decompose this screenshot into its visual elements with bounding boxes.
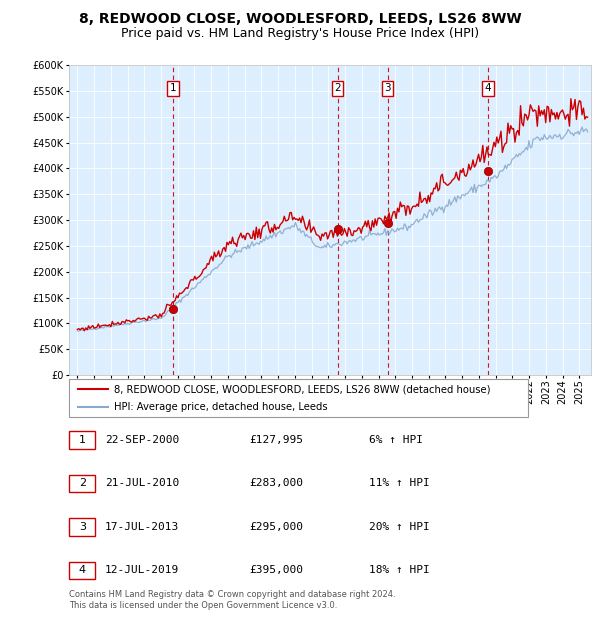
Text: This data is licensed under the Open Government Licence v3.0.: This data is licensed under the Open Gov…: [69, 601, 337, 611]
Text: HPI: Average price, detached house, Leeds: HPI: Average price, detached house, Leed…: [114, 402, 328, 412]
Text: 22-SEP-2000: 22-SEP-2000: [105, 435, 179, 445]
Text: £283,000: £283,000: [249, 479, 303, 489]
Text: Contains HM Land Registry data © Crown copyright and database right 2024.: Contains HM Land Registry data © Crown c…: [69, 590, 395, 600]
Text: £127,995: £127,995: [249, 435, 303, 445]
Text: £295,000: £295,000: [249, 522, 303, 532]
Text: £395,000: £395,000: [249, 565, 303, 575]
Text: 18% ↑ HPI: 18% ↑ HPI: [369, 565, 430, 575]
Text: 11% ↑ HPI: 11% ↑ HPI: [369, 479, 430, 489]
Text: 20% ↑ HPI: 20% ↑ HPI: [369, 522, 430, 532]
Text: 1: 1: [79, 435, 86, 445]
Text: 3: 3: [384, 83, 391, 94]
Text: 8, REDWOOD CLOSE, WOODLESFORD, LEEDS, LS26 8WW (detached house): 8, REDWOOD CLOSE, WOODLESFORD, LEEDS, LS…: [114, 384, 491, 394]
Text: 2: 2: [79, 479, 86, 489]
Text: 21-JUL-2010: 21-JUL-2010: [105, 479, 179, 489]
Text: 6% ↑ HPI: 6% ↑ HPI: [369, 435, 423, 445]
Text: 12-JUL-2019: 12-JUL-2019: [105, 565, 179, 575]
Text: 8, REDWOOD CLOSE, WOODLESFORD, LEEDS, LS26 8WW: 8, REDWOOD CLOSE, WOODLESFORD, LEEDS, LS…: [79, 12, 521, 27]
Text: 17-JUL-2013: 17-JUL-2013: [105, 522, 179, 532]
Text: 2: 2: [334, 83, 341, 94]
Text: 1: 1: [170, 83, 176, 94]
Text: Price paid vs. HM Land Registry's House Price Index (HPI): Price paid vs. HM Land Registry's House …: [121, 27, 479, 40]
Text: 4: 4: [484, 83, 491, 94]
Text: 4: 4: [79, 565, 86, 575]
Text: 3: 3: [79, 522, 86, 532]
